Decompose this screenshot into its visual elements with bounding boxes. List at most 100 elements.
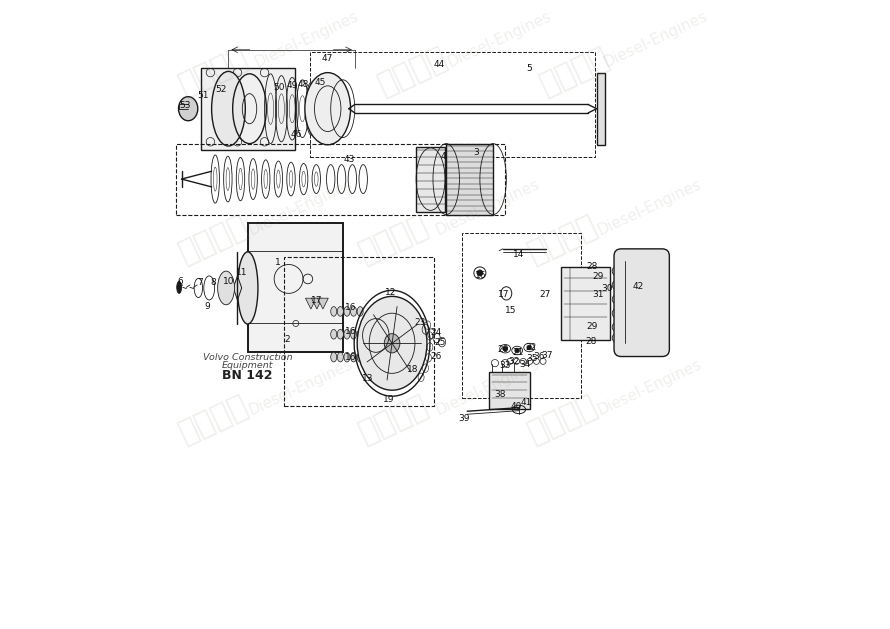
Text: 25: 25 [434, 338, 445, 347]
Text: 聚发动力: 聚发动力 [373, 43, 451, 99]
Bar [561, 267, 611, 340]
Text: 12: 12 [385, 287, 397, 297]
Text: Equipment: Equipment [222, 361, 273, 370]
Ellipse shape [357, 306, 363, 316]
Text: 聚发动力: 聚发动力 [174, 43, 253, 99]
Ellipse shape [351, 352, 357, 362]
Ellipse shape [357, 296, 427, 390]
Text: 10: 10 [222, 277, 234, 286]
Ellipse shape [477, 270, 483, 276]
Text: 21: 21 [512, 348, 523, 357]
Ellipse shape [218, 271, 234, 305]
Polygon shape [312, 298, 322, 309]
Text: 53: 53 [180, 101, 190, 110]
Text: 46: 46 [291, 130, 302, 139]
Text: 28: 28 [587, 262, 598, 271]
Ellipse shape [337, 352, 344, 362]
Text: 48: 48 [298, 79, 310, 89]
Text: 9: 9 [205, 302, 210, 311]
Text: 聚发动力: 聚发动力 [535, 43, 613, 99]
Bar [417, 147, 445, 211]
Text: 20: 20 [498, 345, 509, 353]
Ellipse shape [615, 325, 619, 329]
Ellipse shape [331, 330, 336, 339]
Ellipse shape [344, 330, 350, 339]
Ellipse shape [331, 352, 336, 362]
Ellipse shape [384, 333, 400, 353]
Polygon shape [318, 298, 328, 309]
Text: 4: 4 [441, 152, 447, 161]
Text: 聚发动力: 聚发动力 [174, 391, 253, 448]
Ellipse shape [305, 72, 351, 145]
Text: 40: 40 [511, 402, 522, 411]
Text: 45: 45 [314, 78, 326, 87]
Text: 41: 41 [521, 398, 532, 408]
Ellipse shape [615, 283, 619, 287]
Bar [247, 223, 343, 352]
Text: 聚发动力: 聚发动力 [174, 211, 253, 268]
Ellipse shape [615, 311, 619, 315]
Text: Diesel-Engines: Diesel-Engines [595, 357, 704, 418]
Ellipse shape [514, 348, 520, 353]
Bar [596, 72, 605, 145]
Text: Diesel-Engines: Diesel-Engines [445, 8, 554, 70]
Bar [284, 257, 434, 406]
Text: 1: 1 [275, 258, 280, 267]
Bar [310, 52, 595, 157]
Text: 5: 5 [526, 64, 532, 73]
Text: Diesel-Engines: Diesel-Engines [247, 357, 355, 418]
Text: Diesel-Engines: Diesel-Engines [247, 177, 355, 238]
Text: 32: 32 [508, 357, 520, 367]
Text: 7: 7 [198, 278, 203, 287]
Polygon shape [233, 276, 242, 300]
Ellipse shape [503, 347, 507, 351]
Text: BN 142: BN 142 [222, 369, 273, 382]
Text: 35: 35 [527, 354, 538, 363]
Text: 聚发动力: 聚发动力 [355, 211, 433, 268]
Ellipse shape [337, 306, 344, 316]
Text: 33: 33 [499, 361, 511, 370]
Ellipse shape [344, 306, 350, 316]
Text: Diesel-Engines: Diesel-Engines [602, 8, 710, 70]
Text: 3: 3 [473, 148, 479, 157]
Text: Diesel-Engines: Diesel-Engines [433, 357, 542, 418]
Ellipse shape [177, 281, 182, 293]
Text: 29: 29 [587, 322, 598, 331]
Text: 43: 43 [343, 155, 354, 164]
Ellipse shape [331, 306, 336, 316]
Text: 52: 52 [215, 85, 226, 94]
Ellipse shape [212, 72, 246, 146]
Ellipse shape [615, 336, 619, 340]
Text: 22: 22 [525, 343, 537, 352]
Text: 17: 17 [312, 296, 323, 305]
Ellipse shape [527, 345, 531, 350]
Text: 16: 16 [345, 303, 357, 312]
Text: 38: 38 [495, 390, 506, 399]
Text: 51: 51 [197, 91, 208, 100]
Text: 14: 14 [513, 250, 524, 259]
Ellipse shape [337, 330, 344, 339]
Text: 44: 44 [433, 60, 445, 69]
Text: 17: 17 [498, 290, 509, 299]
Text: 18: 18 [408, 365, 419, 374]
Text: 37: 37 [541, 351, 553, 360]
Text: 29: 29 [593, 272, 604, 281]
Text: 31: 31 [592, 290, 603, 299]
Text: 36: 36 [534, 352, 546, 361]
Text: Diesel-Engines: Diesel-Engines [253, 8, 361, 70]
Ellipse shape [357, 330, 363, 339]
Bar [175, 143, 506, 214]
Text: 聚发动力: 聚发动力 [523, 211, 602, 268]
Text: Volvo Construction: Volvo Construction [203, 353, 293, 362]
Text: 聚发动力: 聚发动力 [523, 391, 602, 448]
Text: 49: 49 [287, 81, 298, 91]
Text: 50: 50 [273, 83, 285, 92]
Text: 2: 2 [285, 335, 290, 343]
Text: 27: 27 [539, 290, 551, 299]
Text: 39: 39 [458, 414, 470, 423]
Bar [489, 372, 530, 409]
Text: 23: 23 [415, 318, 426, 326]
Ellipse shape [615, 269, 619, 273]
Text: 24: 24 [431, 328, 441, 337]
Text: Diesel-Engines: Diesel-Engines [595, 177, 704, 238]
